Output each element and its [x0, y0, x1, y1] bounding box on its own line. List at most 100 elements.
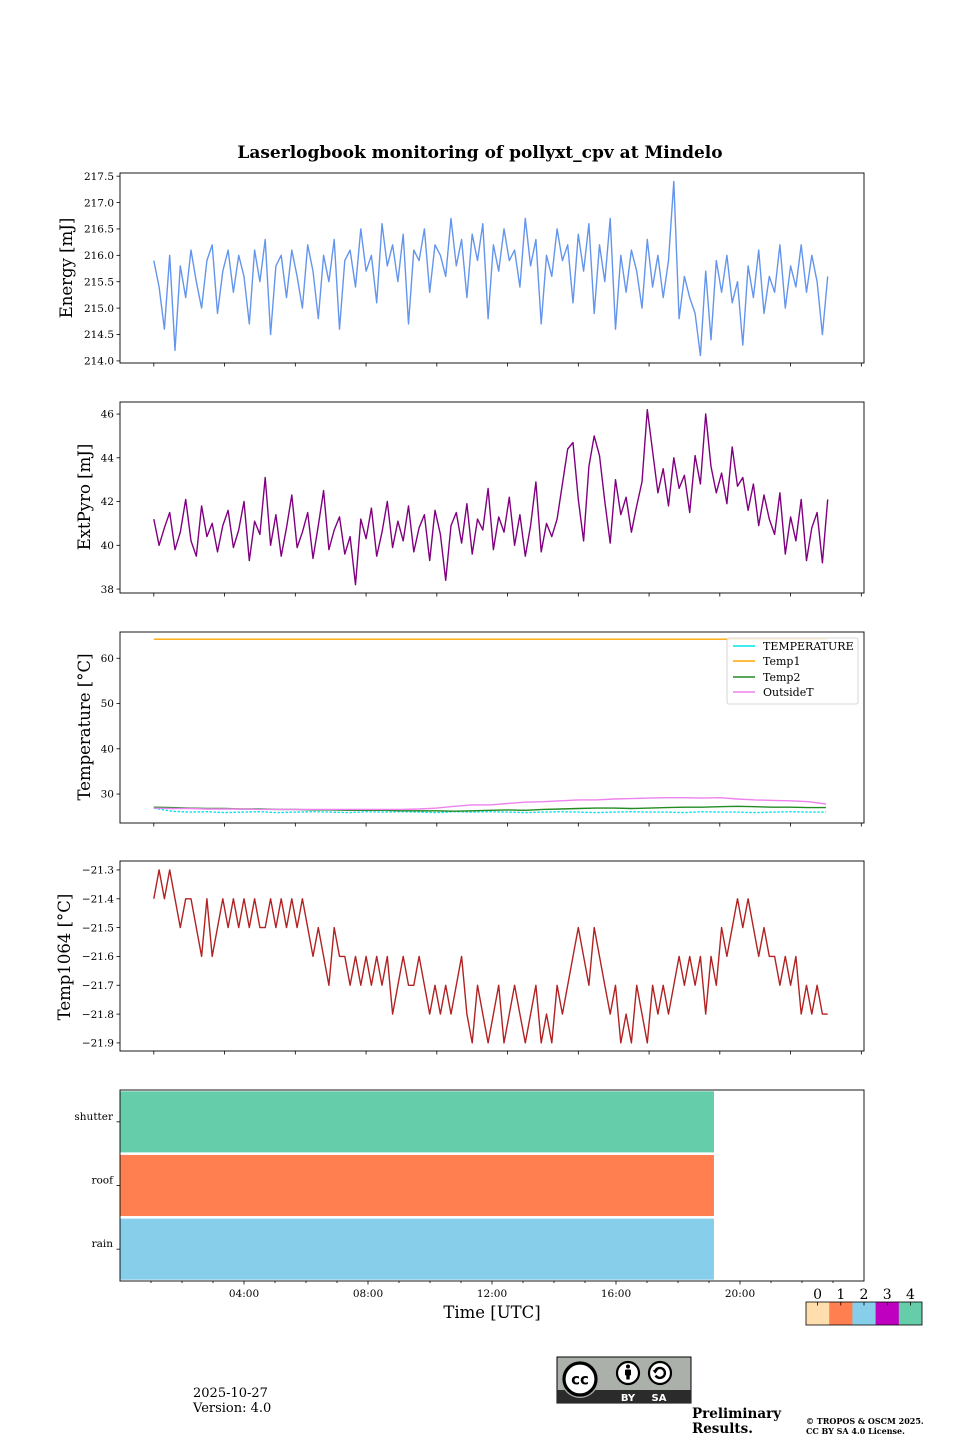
panel-status: shutter roof rain 04:00 08:00 12:00 16:00 20:00…: [74, 1089, 865, 1322]
sa-sharealike-icon: [647, 1360, 673, 1386]
colorbar-cell-1: [829, 1302, 853, 1325]
x-axis-label: Time [UTC]: [443, 1303, 540, 1322]
ytick-label: 214.0: [84, 356, 114, 368]
legend-entry: OutsideT: [733, 686, 814, 699]
axes-layer: 214.0 214.5 215.0 215.5 216.0 216.5 217.0 217.5: [84, 171, 862, 368]
panel-extpyro: 38 40 42 44 46 ExtPyro [mJ]: [75, 401, 865, 597]
ytick-label: 46: [101, 409, 115, 421]
legend-box: [726, 637, 859, 705]
ytick-label: −21.5: [82, 922, 114, 934]
colorbar-tick-label: 0: [813, 1287, 822, 1303]
marks-layer: [153, 180, 829, 357]
sa-circle: [647, 1360, 673, 1386]
marks-layer: [153, 638, 828, 814]
cc-label: cc: [571, 1371, 589, 1389]
xtick-label: 04:00: [229, 1288, 259, 1300]
sa-arrow-arc: [654, 1366, 667, 1380]
person-legs-icon: [626, 1374, 630, 1380]
ytick-label: 60: [101, 653, 114, 665]
ytick-label: 216.5: [84, 224, 114, 236]
ytick-label: 44: [101, 452, 115, 464]
colorbar-cell-4: [898, 1302, 923, 1325]
y-axis-label: ExtPyro [mJ]: [75, 444, 94, 551]
y-axis-label: Temp1064 [°C]: [55, 894, 74, 1021]
axes-frame: [119, 631, 865, 824]
axes-layer: 30 40 50 60: [101, 653, 862, 827]
xtick-label: 20:00: [725, 1288, 755, 1300]
ytick-label: 215.0: [84, 303, 114, 315]
cc-icon: cc: [561, 1360, 599, 1398]
colorbar-tick-label: 4: [906, 1287, 915, 1303]
marks-layer: [153, 409, 829, 586]
legend-label: Temp2: [763, 671, 800, 684]
ytick-label: 30: [101, 789, 114, 801]
ytick-label: 217.0: [84, 197, 114, 209]
sa-label: SA: [652, 1393, 667, 1404]
preliminary-label-line1: Preliminary: [692, 1406, 782, 1422]
cc-license-badge: cc BY SA: [556, 1356, 692, 1404]
colorbar-cell-3: [875, 1302, 900, 1325]
copyright-line2: CC BY SA 4.0 License.: [806, 1426, 905, 1436]
legend: TEMPERATURE Temp1 Temp2 OutsideT: [726, 637, 859, 705]
status-bar-roof: [120, 1154, 714, 1217]
series-line-outsidet: [153, 797, 826, 811]
y-axis-label: Temperature [°C]: [75, 653, 94, 800]
ytick-label: 40: [101, 540, 114, 552]
ytick-label-shutter: shutter: [74, 1111, 114, 1123]
xtick-label: 08:00: [353, 1288, 383, 1300]
ytick-label-roof: roof: [91, 1175, 114, 1187]
version-label: Version: 4.0: [192, 1401, 271, 1416]
ytick-label: 42: [101, 496, 114, 508]
series-line-energy: [153, 180, 829, 357]
ytick-label: 40: [101, 743, 114, 755]
ytick-label: 38: [101, 584, 114, 596]
legend-label: TEMPERATURE: [763, 640, 854, 653]
footer: 2025-10-27 Version: 4.0 cc BY SA: [192, 1356, 924, 1437]
legend-label: OutsideT: [763, 686, 814, 699]
ytick-label: 216.0: [84, 250, 114, 262]
axes-layer: 38 40 42 44 46: [101, 409, 862, 597]
date-label: 2025-10-27: [193, 1386, 268, 1401]
series-line-extpyro: [153, 409, 829, 586]
axes-layer: shutter roof rain 04:00 08:00 12:00 16:00 20:00: [74, 1111, 834, 1300]
colorbar-cell-0: [806, 1302, 830, 1325]
by-label: BY: [621, 1393, 636, 1404]
by-attribution-icon: [615, 1360, 641, 1386]
panel-temperature: 30 40 50 60 Temperature [°C] TEMPERATURE Te…: [75, 631, 865, 827]
ytick-label: −21.7: [82, 980, 114, 992]
panel-temp1064: −21.9 −21.8 −21.7 −21.6 −21.5 −21.4 −21.3 Temp…: [55, 860, 865, 1055]
status-bar-shutter: [120, 1091, 714, 1153]
ytick-label: −21.8: [82, 1009, 114, 1021]
marks-layer: [153, 869, 828, 1044]
axes-frame: [119, 172, 865, 364]
xtick-label: 12:00: [477, 1288, 507, 1300]
marks-layer: [120, 1091, 714, 1280]
copyright-line1: © TROPOS & OSCM 2025.: [806, 1416, 924, 1426]
series-line-temp1064: [153, 869, 828, 1044]
ytick-label: −21.3: [82, 865, 114, 877]
colorbar-tick-label: 1: [836, 1287, 845, 1303]
person-head-icon: [626, 1364, 630, 1369]
cc-circle: [562, 1361, 598, 1397]
preliminary-label-line2: Results.: [692, 1421, 753, 1437]
figure-title: Laserlogbook monitoring of pollyxt_cpv a…: [237, 143, 722, 163]
colorbar-cell-2: [852, 1302, 876, 1325]
ytick-label: 214.5: [84, 329, 114, 341]
ytick-label-rain: rain: [92, 1238, 114, 1250]
ytick-label: −21.9: [82, 1038, 114, 1050]
series-line-temperature: [153, 807, 826, 814]
legend-entry: TEMPERATURE: [733, 640, 854, 653]
ytick-label: 50: [101, 698, 114, 710]
colorbar-tick-label: 2: [860, 1287, 869, 1303]
xtick-label: 16:00: [601, 1288, 631, 1300]
panel-energy: 214.0 214.5 215.0 215.5 216.0 216.5 217.0 217.5…: [57, 171, 865, 368]
y-axis-label: Energy [mJ]: [57, 218, 76, 319]
legend-entry: Temp1: [733, 655, 800, 668]
ytick-label: −21.4: [82, 893, 114, 905]
legend-label: Temp1: [763, 655, 800, 668]
axes-frame: [119, 401, 865, 594]
axes-layer: −21.9 −21.8 −21.7 −21.6 −21.5 −21.4 −21.3: [82, 865, 862, 1055]
ytick-label: 215.5: [84, 276, 114, 288]
